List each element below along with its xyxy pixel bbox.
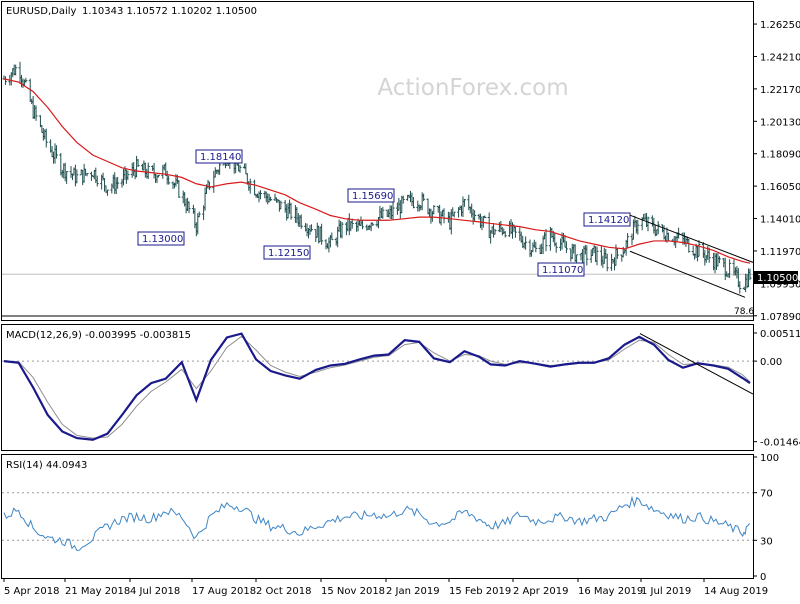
macd-trendline	[639, 333, 754, 395]
level-box	[537, 262, 585, 277]
price-y-tick-label: 1.11970	[760, 247, 800, 258]
macd-title: MACD(12,26,9) -0.003995 -0.003815	[6, 330, 191, 341]
price-y-tick-label: 1.07890	[760, 312, 800, 323]
price-y-tick-label: 1.09930	[760, 279, 800, 290]
macd-y-tick-label: -0.014647	[760, 438, 800, 449]
x-tick-label: 5 Apr 2018	[4, 586, 59, 597]
x-tick-label: 15 Feb 2019	[449, 586, 511, 597]
x-tick-label: 1 Jul 2019	[641, 586, 691, 597]
macd-layer	[2, 332, 754, 441]
x-tick-label: 2 Oct 2018	[256, 586, 311, 597]
rsi-panel-frame	[1, 454, 754, 579]
level-label: 1.14120	[588, 215, 629, 226]
annotation-layer: 1.18140 1.13000 1.12150 1.15690 1.14120 1.110…	[2, 149, 754, 317]
channel-upper-line	[629, 214, 754, 263]
level-label: 1.15690	[352, 191, 393, 202]
level-label: 1.12150	[268, 248, 309, 259]
rsi-y-tick-label: 30	[760, 536, 773, 547]
sma-layer	[3, 78, 751, 264]
level-box	[583, 212, 631, 227]
price-y-tick-label: 1.24210	[760, 52, 800, 63]
channel-lower-line	[629, 250, 746, 298]
macd-signal-line	[3, 335, 751, 439]
x-tick-label: 17 Aug 2018	[192, 586, 256, 597]
x-tick-label: 4 Jul 2018	[130, 586, 180, 597]
price-y-tick-label: 1.16050	[760, 182, 800, 193]
axes-layer: 1.26250 1.24210 1.22170 1.20130 1.18090 1.160…	[3, 20, 800, 597]
price-y-tick-label: 1.20130	[760, 117, 800, 128]
level-box	[347, 188, 395, 203]
x-tick-label: 21 May 2018	[65, 586, 130, 597]
x-tick-label: 2 Apr 2019	[513, 586, 568, 597]
fib-label: 78.6	[734, 307, 754, 317]
level-label: 1.13000	[142, 234, 183, 245]
level-box	[195, 149, 243, 164]
macd-y-tick-label: 0.00	[760, 357, 782, 368]
price-y-tick-label: 1.18090	[760, 150, 800, 161]
current-price-tag	[754, 271, 798, 284]
macd-y-tick-label: 0.005114	[760, 329, 800, 340]
price-y-tick-label: 1.22170	[760, 85, 800, 96]
x-tick-label: 2 Jan 2019	[386, 586, 440, 597]
macd-panel-frame	[1, 324, 754, 451]
price-y-tick-label: 1.26250	[760, 20, 800, 31]
level-box	[137, 231, 185, 246]
level-label: 1.18140	[200, 152, 241, 163]
current-price-label: 1.10500	[757, 273, 798, 284]
rsi-line	[3, 495, 751, 551]
rsi-y-tick-label: 70	[760, 489, 773, 500]
x-tick-label: 15 Nov 2018	[321, 586, 385, 597]
rsi-y-tick-label: 100	[760, 453, 779, 464]
price-panel-frame	[1, 1, 754, 321]
watermark: ActionForex.com	[377, 75, 568, 101]
rsi-y-tick-label: 0	[760, 572, 766, 583]
price-bars-layer	[2, 61, 752, 294]
level-box	[263, 245, 311, 260]
ohlc-label: 1.10343 1.10572 1.10202 1.10500	[82, 6, 257, 17]
level-label: 1.11070	[542, 265, 583, 276]
symbol-label: EURUSD,Daily	[6, 6, 77, 17]
rsi-title: RSI(14) 44.0943	[6, 460, 87, 471]
price-y-tick-label: 1.14010	[760, 215, 800, 226]
macd-line	[3, 332, 751, 441]
sma-line	[3, 78, 751, 264]
x-tick-label: 16 May 2019	[578, 586, 643, 597]
rsi-layer	[2, 492, 753, 551]
x-tick-label: 14 Aug 2019	[704, 586, 768, 597]
